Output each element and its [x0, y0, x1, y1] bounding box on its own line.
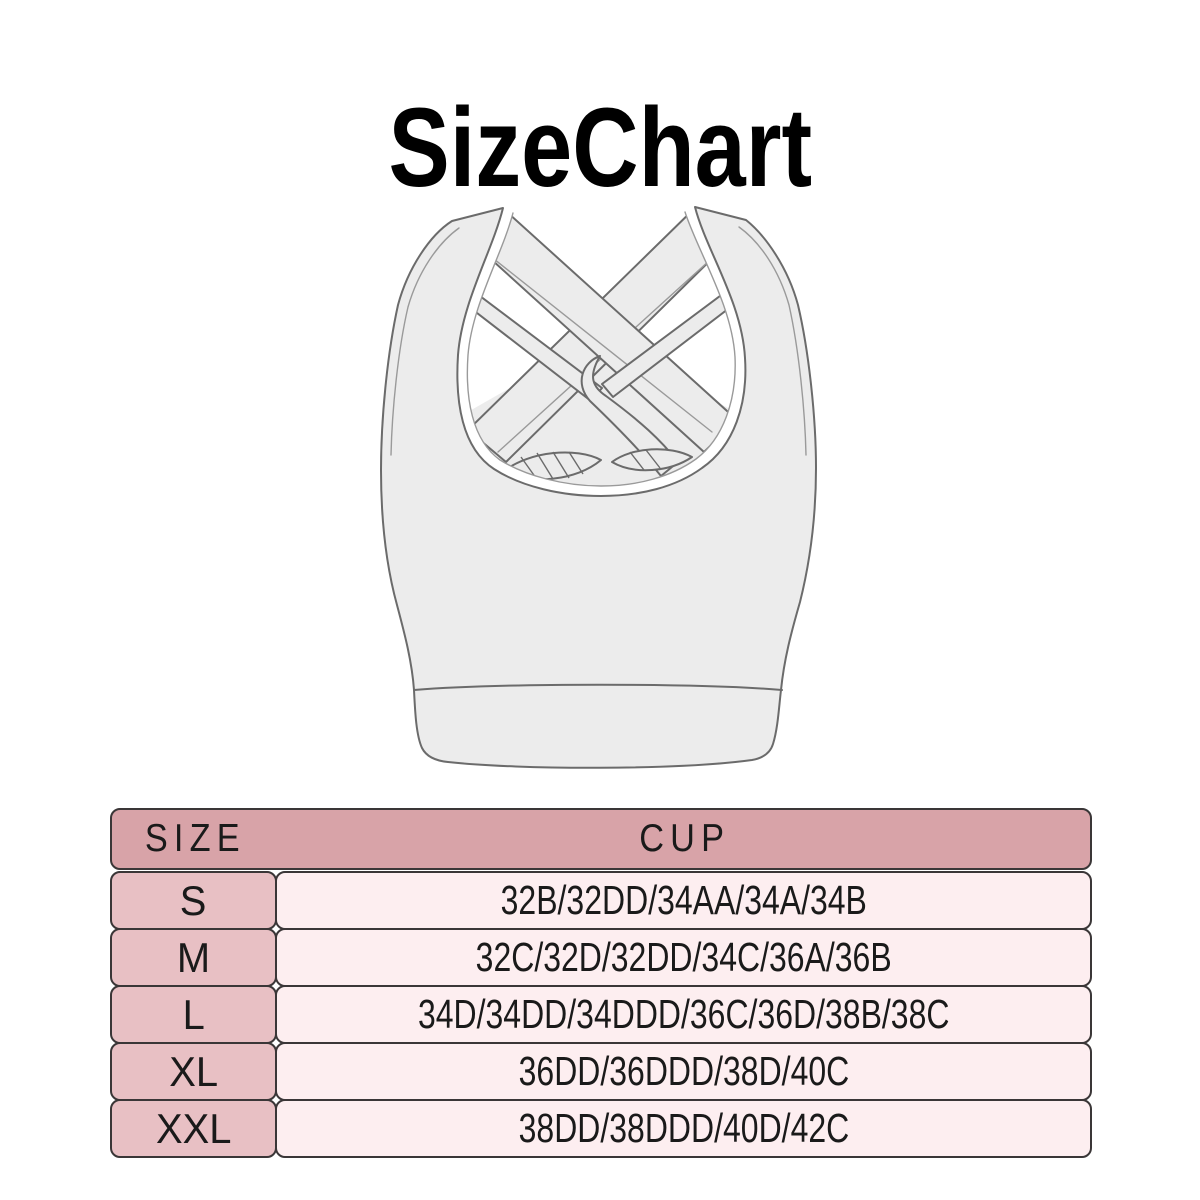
- cup-cell: 32B/32DD/34AA/34A/34B: [275, 871, 1092, 930]
- table-row-xl: XL 36DD/36DDD/38D/40C: [110, 1042, 1092, 1101]
- cross-back-straps: [467, 202, 736, 486]
- table-row-xxl: XXL 38DD/38DDD/40D/42C: [110, 1099, 1092, 1158]
- size-cell: L: [110, 985, 277, 1044]
- table-row-s: S 32B/32DD/34AA/34A/34B: [110, 871, 1092, 930]
- sports-bra-sketch-svg: [380, 202, 817, 769]
- page-title: SizeChart: [0, 92, 1200, 204]
- sports-bra-illustration: [320, 190, 880, 805]
- bra-body: [380, 206, 817, 769]
- size-cell: XXL: [110, 1099, 277, 1158]
- cup-cell: 38DD/38DDD/40D/42C: [275, 1099, 1092, 1158]
- table-row-m: M 32C/32D/32DD/34C/36A/36B: [110, 928, 1092, 987]
- size-cell: M: [110, 928, 277, 987]
- cup-cell: 32C/32D/32DD/34C/36A/36B: [275, 928, 1092, 987]
- size-cell: XL: [110, 1042, 277, 1101]
- cup-cell: 34D/34DD/34DDD/36C/36D/38B/38C: [275, 985, 1092, 1044]
- header-size-label: SIZE: [145, 817, 246, 860]
- table-row-l: L 34D/34DD/34DDD/36C/36D/38B/38C: [110, 985, 1092, 1044]
- cup-cell: 36DD/36DDD/38D/40C: [275, 1042, 1092, 1101]
- size-chart-table: SIZE CUP S 32B/32DD/34AA/34A/34B M 32C/3…: [110, 808, 1092, 1158]
- header-cup-label: CUP: [639, 817, 730, 860]
- header-cup-cell: CUP: [279, 817, 1090, 861]
- table-header-row: SIZE CUP: [110, 808, 1092, 870]
- header-size-cell: SIZE: [112, 817, 279, 861]
- page-title-text: SizeChart: [388, 85, 812, 210]
- size-cell: S: [110, 871, 277, 930]
